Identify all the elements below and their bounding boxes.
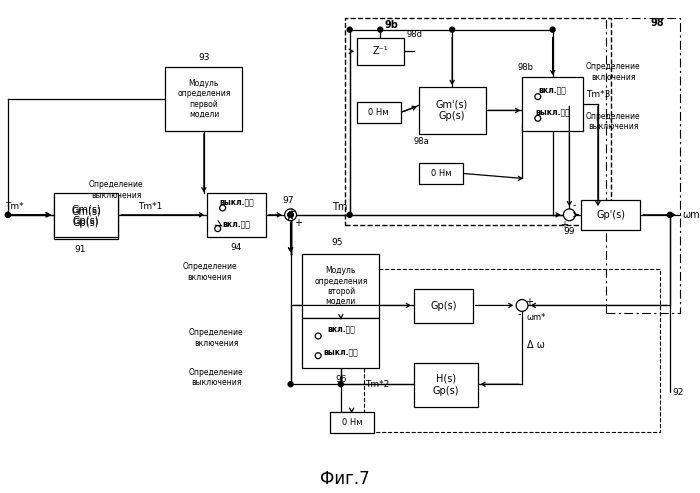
Text: 92: 92 (673, 387, 684, 397)
Circle shape (6, 212, 10, 217)
Bar (54, 193, 118, 238)
Text: 0 Нм: 0 Нм (368, 108, 389, 117)
Text: Tm*3: Tm*3 (586, 90, 610, 99)
Text: 99: 99 (564, 227, 575, 236)
Text: выкл.判定: выкл.判定 (323, 348, 358, 357)
Bar (606, 18, 680, 314)
Text: вкл.判定: вкл.判定 (539, 86, 566, 95)
Text: 97: 97 (283, 196, 295, 205)
Text: 98: 98 (650, 18, 664, 28)
Circle shape (564, 209, 575, 221)
Text: Определение
выключения: Определение выключения (586, 111, 640, 131)
Bar (419, 163, 463, 184)
Text: 98a: 98a (414, 138, 430, 146)
Text: -: - (517, 309, 521, 319)
Text: выкл.判定: выкл.判定 (219, 199, 254, 208)
Text: Фиг.7: Фиг.7 (320, 470, 370, 488)
Bar (356, 37, 404, 65)
Circle shape (378, 27, 383, 32)
Text: Определение
включения: Определение включения (586, 62, 640, 82)
Circle shape (288, 212, 293, 217)
Circle shape (667, 212, 672, 217)
Text: Tm*1: Tm*1 (138, 203, 162, 211)
Text: 93: 93 (198, 53, 209, 62)
Bar (54, 195, 118, 240)
Circle shape (285, 209, 297, 221)
Text: 98b: 98b (517, 63, 533, 71)
Text: вкл.判定: вкл.判定 (223, 220, 251, 229)
Text: 96: 96 (335, 375, 346, 384)
Circle shape (550, 27, 555, 32)
Text: +: + (286, 207, 295, 217)
Text: Модуль
определения
второй
модели: Модуль определения второй модели (314, 266, 368, 306)
Text: Модуль
определения
первой
модели: Модуль определения первой модели (177, 79, 230, 119)
Circle shape (315, 352, 321, 358)
Bar (419, 87, 486, 134)
Circle shape (347, 27, 352, 32)
Text: 95: 95 (331, 238, 342, 247)
Text: 0 Нм: 0 Нм (342, 418, 363, 427)
Circle shape (288, 212, 293, 217)
Text: Gm(s)
Gp(s): Gm(s) Gp(s) (71, 207, 101, 228)
Text: Gm(s)
Gp(s): Gm(s) Gp(s) (71, 205, 101, 226)
Bar (345, 18, 610, 225)
Bar (522, 77, 583, 131)
Bar (356, 102, 401, 123)
Circle shape (288, 212, 293, 217)
Text: 9b: 9b (384, 20, 398, 30)
Bar (414, 289, 473, 323)
Text: 0 Нм: 0 Нм (430, 169, 451, 178)
Circle shape (288, 382, 293, 387)
Circle shape (220, 205, 225, 211)
Bar (302, 318, 379, 367)
Text: вкл.判定: вкл.判定 (327, 325, 355, 335)
Text: Определение
включения: Определение включения (182, 262, 237, 282)
Text: +: + (295, 218, 302, 228)
Text: 94: 94 (231, 243, 242, 252)
Bar (302, 254, 379, 318)
Text: 91: 91 (74, 245, 85, 254)
Text: Определение
включения: Определение включения (189, 328, 244, 348)
Text: Gm'(s)
Gp(s): Gm'(s) Gp(s) (436, 100, 468, 121)
Text: 98d: 98d (407, 30, 423, 39)
Text: Определение
выключения: Определение выключения (89, 180, 144, 200)
Circle shape (516, 300, 528, 312)
Text: выкл.判定: выкл.判定 (536, 108, 570, 117)
Text: Tm*2: Tm*2 (365, 380, 389, 389)
Text: Gp(s): Gp(s) (430, 301, 456, 311)
Circle shape (338, 382, 343, 387)
Circle shape (288, 212, 293, 217)
Bar (330, 412, 374, 433)
Circle shape (315, 333, 321, 339)
Circle shape (535, 115, 541, 121)
Circle shape (215, 226, 220, 232)
Bar (165, 67, 242, 131)
Circle shape (449, 27, 454, 32)
Text: -: - (573, 200, 576, 210)
Circle shape (6, 212, 10, 217)
Text: Определение
выключения: Определение выключения (189, 368, 244, 387)
Circle shape (347, 212, 352, 217)
Text: +: + (561, 220, 568, 230)
Text: Tm*: Tm* (5, 203, 24, 211)
Circle shape (535, 94, 541, 100)
Bar (365, 269, 660, 431)
Text: +: + (525, 297, 533, 308)
Text: ωm: ωm (682, 210, 700, 220)
Text: Z⁻¹: Z⁻¹ (372, 46, 388, 56)
Bar (581, 200, 640, 230)
Bar (207, 193, 266, 238)
Bar (414, 362, 477, 407)
Text: ωm*: ωm* (527, 313, 547, 322)
Text: Δ ω: Δ ω (527, 340, 545, 350)
Text: Tm: Tm (332, 202, 347, 212)
Text: Gp'(s): Gp'(s) (596, 210, 625, 220)
Text: H(s)
Gp(s): H(s) Gp(s) (433, 374, 459, 395)
